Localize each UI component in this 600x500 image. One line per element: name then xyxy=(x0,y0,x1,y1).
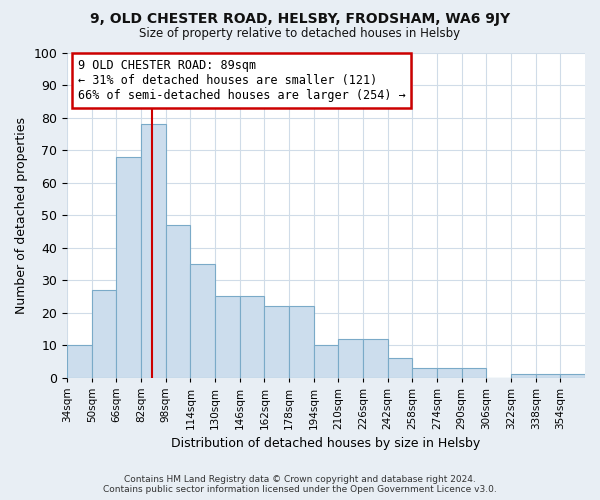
Bar xyxy=(215,296,240,378)
Bar xyxy=(190,264,215,378)
Bar xyxy=(289,306,314,378)
Bar xyxy=(141,124,166,378)
Bar xyxy=(116,156,141,378)
Bar xyxy=(67,345,92,378)
Bar xyxy=(240,296,265,378)
Bar xyxy=(314,345,338,378)
Bar xyxy=(462,368,487,378)
Bar xyxy=(265,306,289,378)
Bar xyxy=(511,374,536,378)
Text: 9, OLD CHESTER ROAD, HELSBY, FRODSHAM, WA6 9JY: 9, OLD CHESTER ROAD, HELSBY, FRODSHAM, W… xyxy=(90,12,510,26)
Bar xyxy=(338,338,363,378)
X-axis label: Distribution of detached houses by size in Helsby: Distribution of detached houses by size … xyxy=(172,437,481,450)
Bar xyxy=(437,368,462,378)
Bar xyxy=(536,374,560,378)
Text: Size of property relative to detached houses in Helsby: Size of property relative to detached ho… xyxy=(139,28,461,40)
Bar xyxy=(92,290,116,378)
Text: 9 OLD CHESTER ROAD: 89sqm
← 31% of detached houses are smaller (121)
66% of semi: 9 OLD CHESTER ROAD: 89sqm ← 31% of detac… xyxy=(77,59,405,102)
Bar xyxy=(388,358,412,378)
Bar xyxy=(412,368,437,378)
Y-axis label: Number of detached properties: Number of detached properties xyxy=(15,116,28,314)
Bar xyxy=(166,225,190,378)
Bar xyxy=(363,338,388,378)
Text: Contains HM Land Registry data © Crown copyright and database right 2024.
Contai: Contains HM Land Registry data © Crown c… xyxy=(103,474,497,494)
Bar xyxy=(560,374,585,378)
